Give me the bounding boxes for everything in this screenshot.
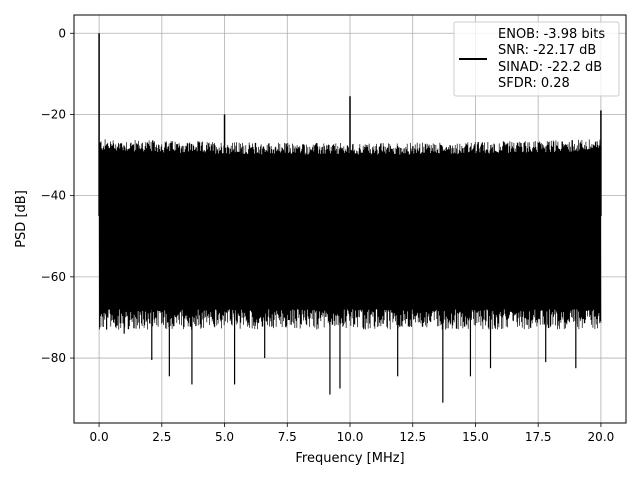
x-tick-label: 20.0 — [588, 430, 615, 444]
legend-line-enob: ENOB: -3.98 bits — [498, 27, 605, 42]
legend-line-sfdr: SFDR: 0.28 — [498, 76, 570, 91]
y-tick-label: −60 — [41, 270, 66, 284]
legend-line-snr: SNR: -22.17 dB — [498, 43, 596, 58]
y-axis-ticks: 0 −20 −40 −60 −80 — [41, 26, 74, 365]
y-tick-label: −40 — [41, 189, 66, 203]
legend-line-sinad: SINAD: -22.2 dB — [498, 60, 602, 75]
x-axis-ticks: 0.0 2.5 5.0 7.5 10.0 12.5 15.0 17.5 20.0 — [90, 423, 615, 444]
x-tick-label: 17.5 — [525, 430, 552, 444]
legend: ENOB: -3.98 bits SNR: -22.17 dB SINAD: -… — [453, 21, 620, 97]
x-tick-label: 2.5 — [152, 430, 171, 444]
x-tick-label: 0.0 — [90, 430, 109, 444]
x-tick-label: 10.0 — [337, 430, 364, 444]
x-tick-label: 15.0 — [462, 430, 489, 444]
y-axis-label: PSD [dB] — [14, 190, 29, 248]
y-tick-label: 0 — [58, 26, 66, 40]
x-tick-label: 7.5 — [278, 430, 297, 444]
psd-series — [98, 33, 602, 403]
x-axis-label: Frequency [MHz] — [295, 451, 404, 466]
y-tick-label: −20 — [41, 107, 66, 121]
legend-box — [453, 21, 620, 97]
y-tick-label: −80 — [41, 351, 66, 365]
x-tick-label: 12.5 — [399, 430, 426, 444]
x-tick-label: 5.0 — [215, 430, 234, 444]
